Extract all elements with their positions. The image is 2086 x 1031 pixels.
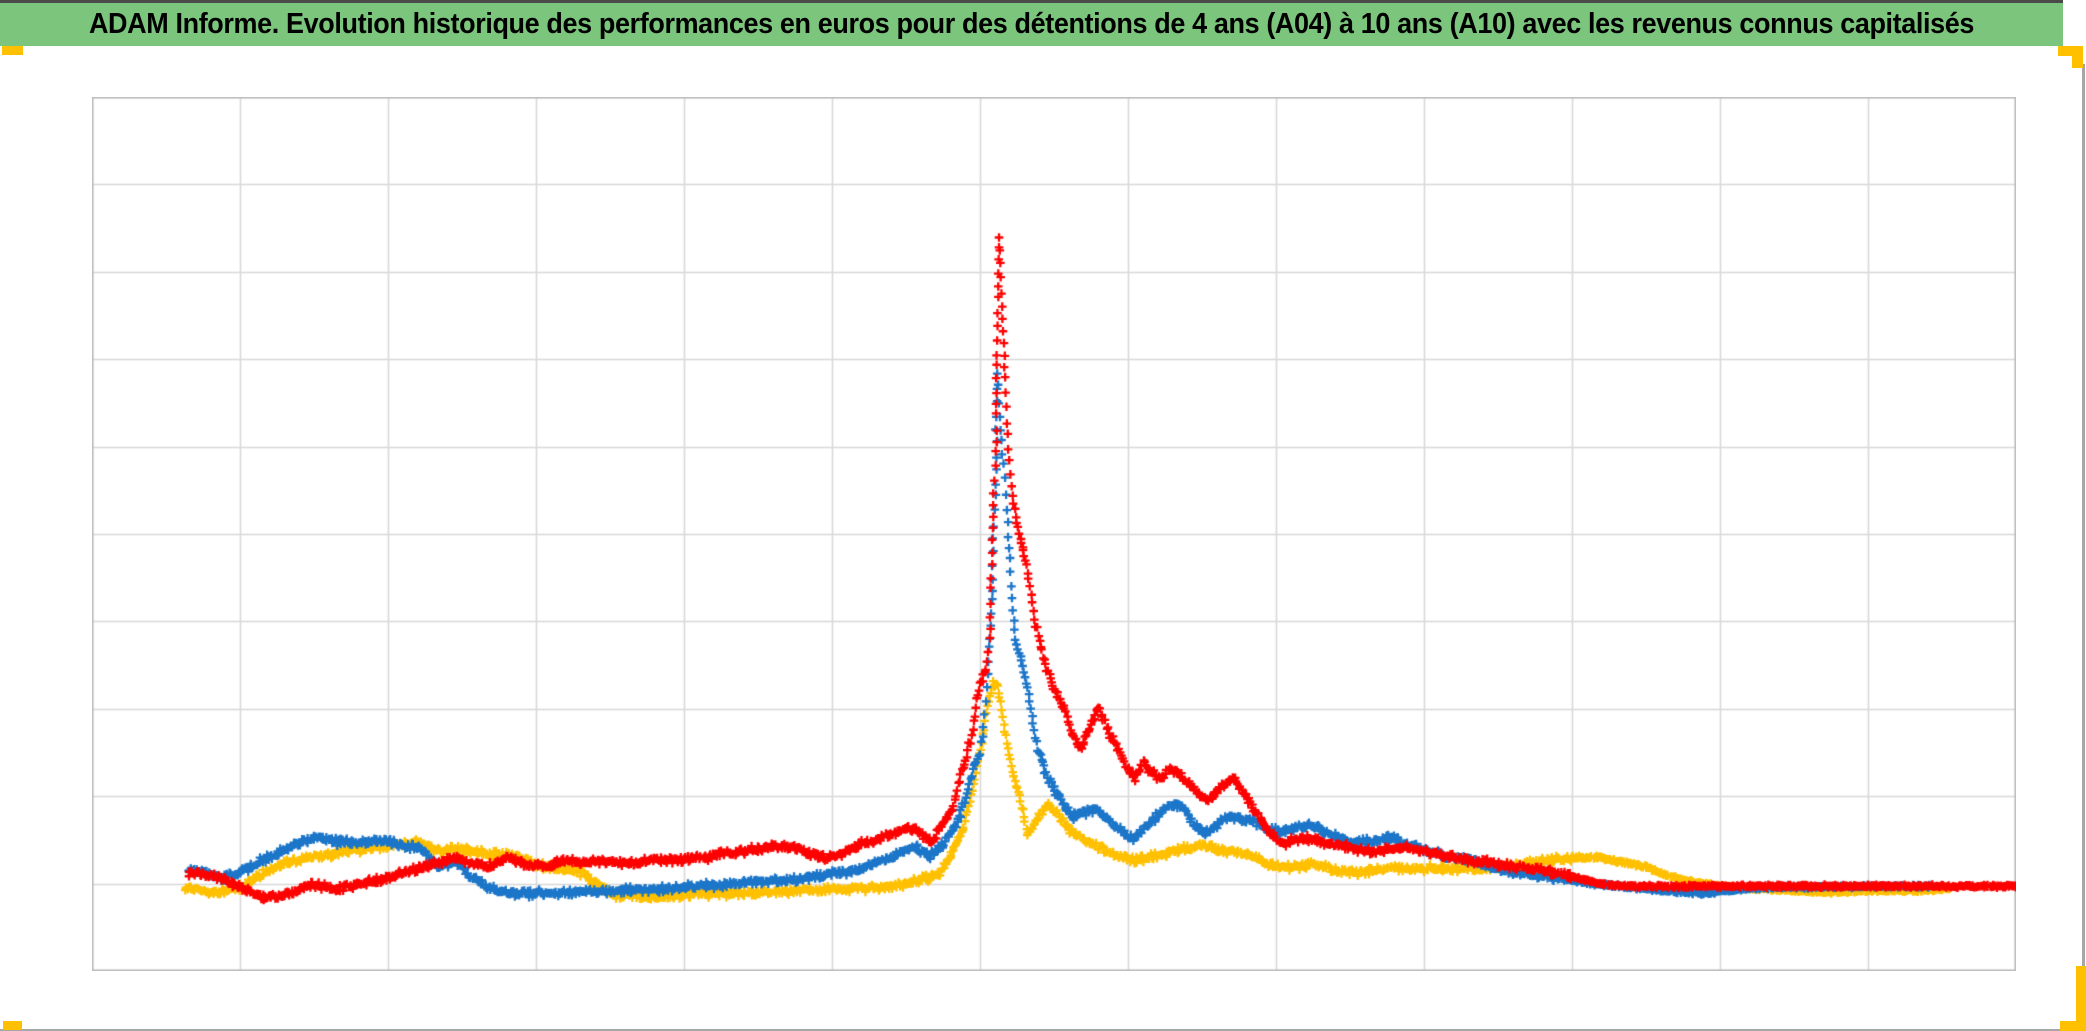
- chart-plot-area[interactable]: [92, 97, 2016, 971]
- chart-title-bar: ADAM Informe. Evolution historique des p…: [0, 0, 2063, 46]
- chart-canvas[interactable]: [92, 97, 2016, 971]
- corner-accent-top-left: [2, 46, 23, 55]
- window-border-bottom: [0, 1029, 2086, 1031]
- corner-accent-top-right-horizontal: [2058, 46, 2083, 56]
- corner-accent-top-right-vertical: [2072, 46, 2083, 68]
- corner-accent-bottom-right-vertical: [2076, 966, 2086, 1024]
- corner-accent-bottom-right-horizontal: [2060, 1021, 2086, 1031]
- corner-accent-bottom-left: [3, 1021, 22, 1030]
- chart-title: ADAM Informe. Evolution historique des p…: [88, 8, 1975, 40]
- window-border-right: [2082, 64, 2085, 1031]
